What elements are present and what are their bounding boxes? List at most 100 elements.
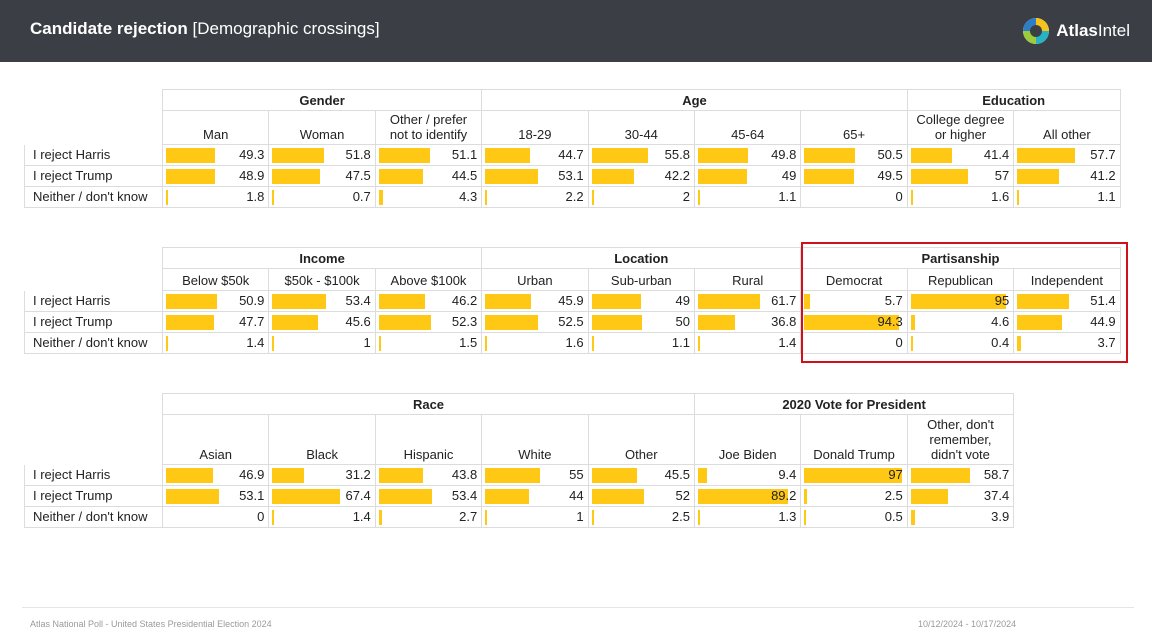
value-label: 45.6 — [345, 314, 371, 329]
data-cell: 1 — [268, 333, 376, 354]
value-label: 4.6 — [991, 314, 1010, 329]
data-cell: 46.9 — [162, 465, 270, 486]
row-label-i-reject-harris: I reject Harris — [24, 465, 162, 486]
data-cell: 44.9 — [1013, 312, 1121, 333]
data-cell: 53.4 — [268, 291, 376, 312]
value-label: 44.7 — [558, 147, 584, 162]
data-cell: 44 — [481, 486, 589, 507]
value-bar — [698, 294, 760, 309]
value-label: 57.7 — [1090, 147, 1116, 162]
value-label: 37.4 — [983, 488, 1010, 503]
value-bar — [910, 336, 913, 351]
value-label: 0.4 — [991, 335, 1010, 350]
data-cell: 49 — [587, 291, 695, 312]
value-bar — [591, 169, 634, 184]
data-cell: 3.9 — [906, 507, 1015, 528]
value-bar — [698, 169, 748, 184]
data-cell: 49.8 — [694, 145, 802, 166]
data-cell: 1.6 — [906, 187, 1015, 208]
data-cell: 1.8 — [162, 187, 270, 208]
value-label: 41.2 — [1090, 168, 1116, 183]
data-cell: 1.1 — [1013, 187, 1121, 208]
value-bar — [485, 169, 539, 184]
value-bar — [166, 315, 214, 330]
value-label: 53.1 — [239, 488, 265, 503]
value-bar — [910, 148, 953, 163]
value-bar — [804, 169, 855, 184]
value-label: 50.5 — [877, 147, 903, 162]
value-bar — [910, 489, 949, 504]
data-cell: 47.5 — [268, 166, 376, 187]
value-bar — [485, 315, 538, 330]
data-cell: 0.7 — [268, 187, 376, 208]
value-label: 0 — [895, 335, 903, 350]
value-label: 51.1 — [451, 147, 478, 162]
column-header-45-64: 45-64 — [694, 111, 802, 145]
group-header-partisanship: Partisanship — [800, 247, 1121, 269]
value-label: 2 — [682, 189, 690, 204]
value-bar — [591, 148, 648, 163]
data-cell: 9.4 — [694, 465, 802, 486]
page-title: Candidate rejection [Demographic crossin… — [30, 19, 380, 39]
value-label: 95 — [994, 293, 1010, 308]
value-label: 52.3 — [451, 314, 478, 329]
value-label: 47.7 — [239, 314, 265, 329]
value-bar — [910, 315, 916, 330]
value-bar — [272, 294, 326, 309]
data-cell: 41.2 — [1013, 166, 1121, 187]
value-label: 44.5 — [451, 168, 478, 183]
data-cell: 95 — [906, 291, 1015, 312]
atlasintel-logo-icon — [1023, 18, 1050, 44]
row-label-neither-don-t-know: Neither / don't know — [24, 507, 162, 528]
value-label: 47.5 — [345, 168, 371, 183]
group-header-2020-vote-for-president: 2020 Vote for President — [694, 393, 1015, 415]
value-bar — [378, 169, 424, 184]
column-header-50k-100k: $50k - $100k — [268, 269, 376, 291]
value-label: 52 — [675, 488, 690, 503]
data-cell: 0 — [162, 507, 270, 528]
data-cell: 94.3 — [800, 312, 908, 333]
column-header-donald-trump: Donald Trump — [800, 415, 908, 465]
data-cell: 49.3 — [162, 145, 270, 166]
value-bar — [910, 169, 969, 184]
data-cell: 89.2 — [694, 486, 802, 507]
data-cell: 41.4 — [906, 145, 1015, 166]
value-bar — [378, 510, 382, 525]
value-label: 94.3 — [877, 314, 903, 329]
data-cell: 1.1 — [587, 333, 695, 354]
value-label: 36.8 — [771, 314, 797, 329]
data-cell: 45.9 — [481, 291, 589, 312]
value-bar — [804, 510, 807, 525]
value-label: 0 — [895, 189, 903, 204]
partisanship-highlight-box — [801, 242, 1128, 363]
atlasintel-logo: AtlasIntel — [1022, 16, 1130, 46]
value-bar — [378, 468, 423, 483]
column-header-black: Black — [268, 415, 376, 465]
data-cell: 45.5 — [587, 465, 695, 486]
value-bar — [378, 489, 433, 504]
value-bar — [378, 148, 431, 163]
value-label: 3.9 — [991, 509, 1010, 524]
value-label: 2.2 — [565, 189, 584, 204]
footer-source: Atlas National Poll - United States Pres… — [30, 619, 272, 629]
value-label: 1.1 — [671, 335, 690, 350]
group-header-income: Income — [162, 247, 483, 269]
value-label: 61.7 — [771, 293, 797, 308]
column-header-other-don-t-remember-didn-t-vote: Other, don't remember, didn't vote — [906, 415, 1015, 465]
value-label: 58.7 — [983, 467, 1010, 482]
data-cell: 44.7 — [481, 145, 589, 166]
data-cell: 37.4 — [906, 486, 1015, 507]
data-cell: 2.5 — [800, 486, 908, 507]
data-cell: 52.5 — [481, 312, 589, 333]
value-bar — [591, 315, 642, 330]
column-header-sub-urban: Sub-urban — [587, 269, 695, 291]
data-cell: 0.5 — [800, 507, 908, 528]
value-label: 49.3 — [239, 147, 265, 162]
data-cell: 31.2 — [268, 465, 376, 486]
column-header-above-100k: Above $100k — [374, 269, 483, 291]
data-cell: 2.7 — [374, 507, 483, 528]
data-cell: 55 — [481, 465, 589, 486]
value-label: 52.5 — [558, 314, 584, 329]
group-header-race: Race — [162, 393, 695, 415]
value-bar — [272, 148, 325, 163]
